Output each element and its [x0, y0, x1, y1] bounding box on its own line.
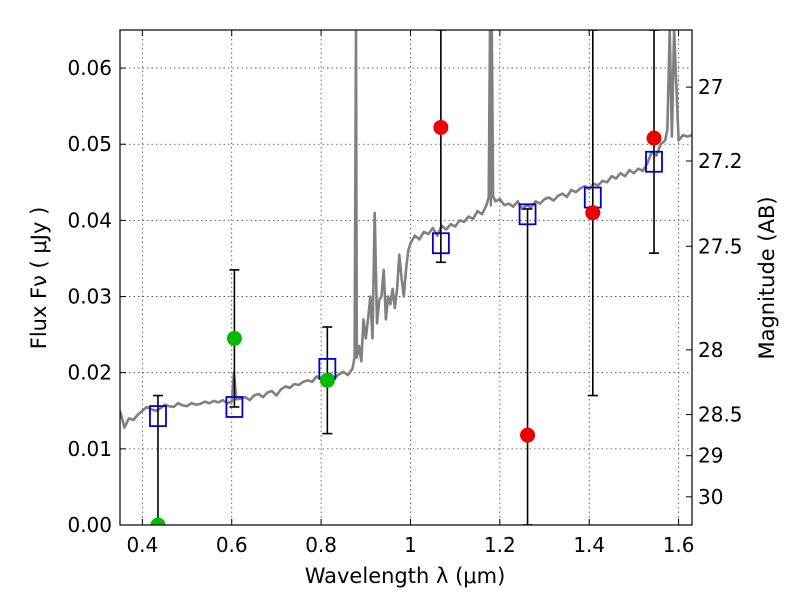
y-tick-label: 0.01 [67, 437, 112, 461]
y-tick-label: 0.06 [67, 56, 112, 80]
y-tick-label: 0.02 [67, 361, 112, 385]
observed-point-green [226, 330, 242, 346]
x-tick-label: 1.6 [663, 533, 695, 557]
right-tick-label: 28.5 [698, 403, 743, 427]
x-axis-label: Wavelength λ (μm) [305, 564, 506, 588]
x-tick-label: 1.4 [573, 533, 605, 557]
model-photometry-square [431, 232, 450, 255]
x-tick-label: 0.4 [126, 533, 158, 557]
y-tick-label: 0.04 [67, 208, 112, 232]
model-photometry-square [645, 150, 663, 173]
right-tick-label: 28 [698, 338, 723, 362]
right-tick-label: 30 [698, 485, 723, 509]
right-tick-label: 27.5 [698, 234, 743, 258]
observed-point-red [433, 119, 449, 135]
grid [120, 30, 692, 525]
observed-point-green [319, 372, 335, 388]
axes-ticks: 0.4 0.6 0.8 1 1.2 1.4 1.6 0.00 0.01 0.02 0.03 0.04 0… [67, 30, 743, 557]
x-tick-label: 1.2 [484, 533, 516, 557]
model-photometry-square [518, 203, 537, 226]
plot-area [120, 30, 692, 525]
right-tick-label: 29 [698, 444, 723, 468]
observed-point-green [150, 517, 166, 525]
y-tick-label: 0.00 [67, 513, 112, 537]
y-tick-label: 0.05 [67, 132, 112, 156]
y-tick-label: 0.03 [67, 285, 112, 309]
right-tick-label: 27.2 [698, 149, 743, 173]
x-tick-label: 1 [404, 533, 417, 557]
observed-point-red [646, 130, 662, 146]
x-tick-label: 0.8 [305, 533, 337, 557]
observed-point-red [585, 205, 601, 221]
plot-frame [119, 29, 693, 526]
right-tick-label: 27 [698, 75, 723, 99]
model-photometry-square [225, 396, 244, 418]
x-tick-label: 0.6 [216, 533, 248, 557]
y-axis-label: Flux Fν ( μJy ) [27, 207, 51, 350]
model-photometry-square [149, 405, 167, 428]
right-axis-label: Magnitude (AB) [755, 196, 779, 359]
observed-point-red [520, 427, 536, 443]
